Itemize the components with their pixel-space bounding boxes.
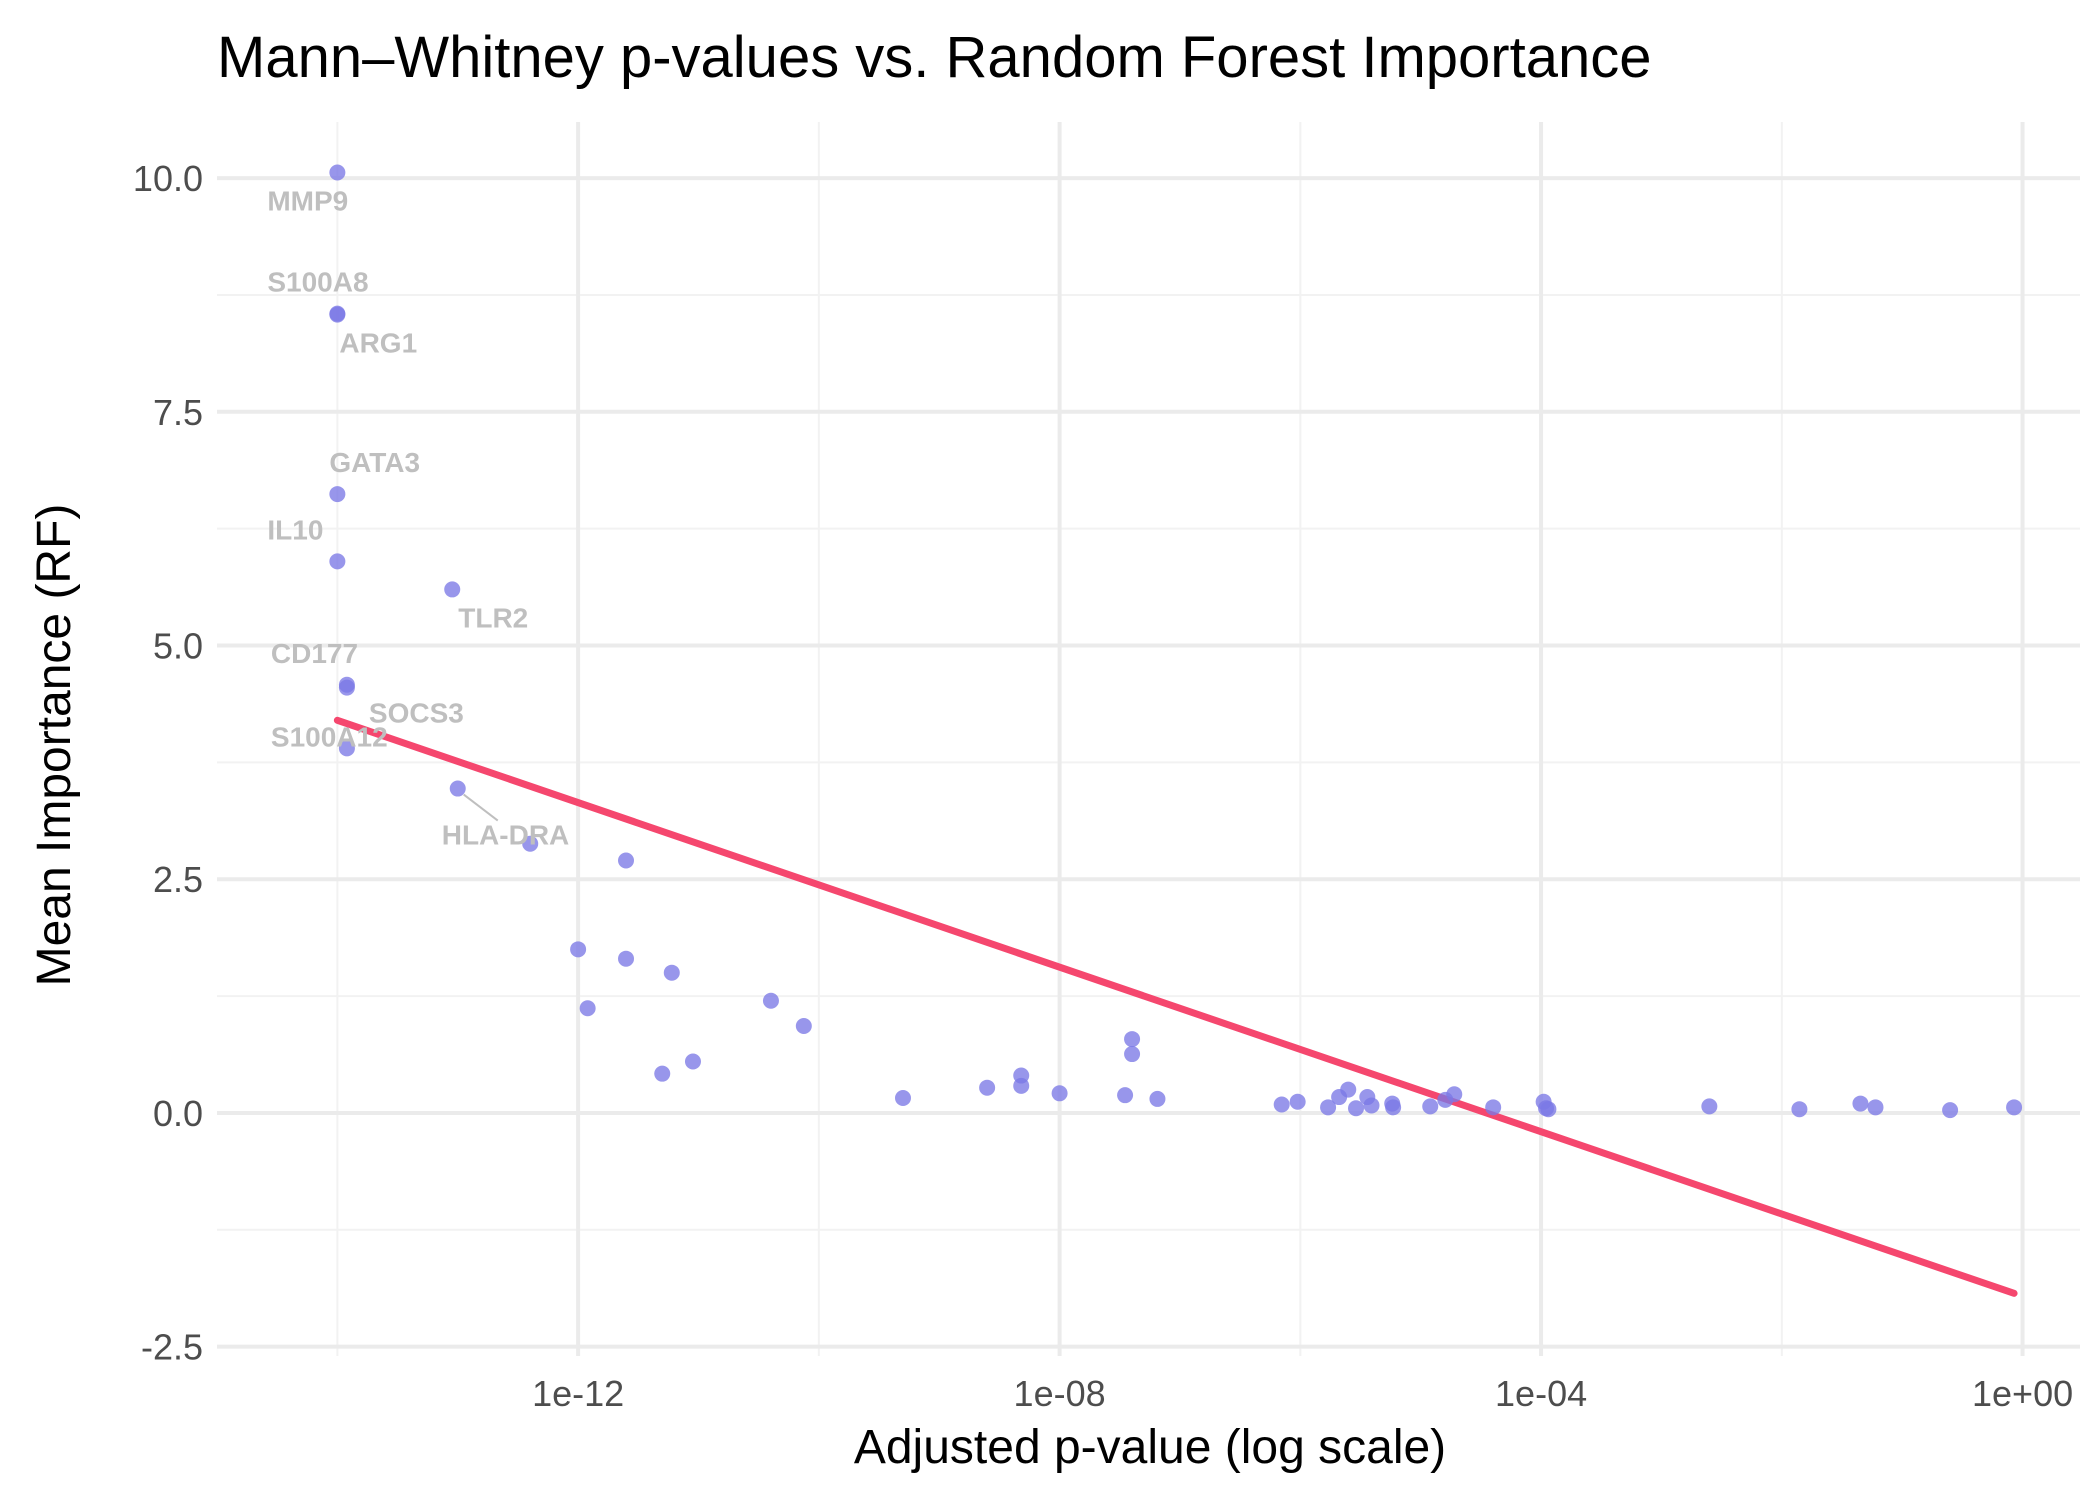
data-point (444, 581, 461, 598)
data-point (979, 1079, 996, 1096)
data-points (329, 164, 2023, 1119)
point-label: HLA-DRA (442, 820, 570, 851)
data-point (1942, 1102, 1959, 1119)
data-point (329, 553, 346, 570)
grid (217, 122, 2080, 1356)
data-point (1124, 1031, 1141, 1048)
data-point (1051, 1085, 1068, 1102)
y-tick-label: 10.0 (133, 158, 203, 199)
x-tick-label: 1e-12 (532, 1373, 624, 1414)
trend-line-group (333, 716, 2018, 1297)
data-point (329, 486, 346, 503)
x-tick-label: 1e-04 (1495, 1373, 1587, 1414)
data-point (1340, 1081, 1357, 1098)
point-label: MMP9 (267, 185, 348, 216)
data-point (1149, 1090, 1166, 1107)
data-point (618, 950, 635, 967)
data-point (570, 941, 587, 958)
label-connector (463, 793, 499, 822)
chart-title: Mann–Whitney p-values vs. Random Forest … (217, 25, 1652, 90)
data-point (618, 852, 635, 869)
y-tick-label: 5.0 (153, 626, 203, 667)
point-label: IL10 (267, 514, 323, 545)
data-point (1273, 1096, 1290, 1113)
data-point (1013, 1077, 1030, 1094)
point-label: GATA3 (329, 447, 420, 478)
point-label: CD177 (271, 638, 358, 669)
data-point (1540, 1101, 1557, 1118)
point-label: ARG1 (339, 328, 417, 359)
data-point (1289, 1093, 1306, 1110)
data-point (1446, 1086, 1463, 1103)
data-point (449, 780, 466, 797)
point-label: SOCS3 (369, 698, 464, 729)
data-point (654, 1065, 671, 1082)
data-point (338, 679, 355, 696)
data-point (1867, 1099, 1884, 1116)
data-point (1791, 1101, 1808, 1118)
data-point (329, 306, 346, 323)
data-point (1485, 1099, 1502, 1116)
data-point (2006, 1099, 2023, 1116)
data-point (1385, 1099, 1402, 1116)
point-labels: MMP9 S100A8 ARG1 GATA3 IL10 TLR2 CD177 SOCS3S10… (267, 185, 569, 850)
data-point (795, 1017, 812, 1034)
point-label: S100A8 (267, 267, 368, 298)
data-point (1852, 1095, 1869, 1112)
point-label: TLR2 (458, 602, 528, 633)
x-tick-label: 1e-08 (1014, 1373, 1106, 1414)
data-point (1348, 1100, 1365, 1117)
data-point (1422, 1098, 1439, 1115)
axis-ticks: 1e-12 1e-08 1e-04 1e+00 -2.5 0.0 2.5 5.0 7.5 10.0 (133, 158, 2073, 1414)
data-point (894, 1089, 911, 1106)
data-point (579, 1000, 596, 1017)
data-point (329, 164, 346, 181)
point-label: S100A12 (271, 721, 388, 752)
data-point (663, 964, 680, 981)
data-point (762, 992, 779, 1009)
data-point (522, 835, 539, 852)
data-point (1117, 1087, 1134, 1104)
data-point (684, 1053, 701, 1070)
y-axis-title: Mean Importance (RF) (28, 504, 81, 987)
data-point (338, 740, 355, 757)
data-point (1363, 1097, 1380, 1114)
x-tick-label: 1e+00 (1972, 1373, 2073, 1414)
y-tick-label: 7.5 (153, 392, 203, 433)
y-tick-label: 2.5 (153, 859, 203, 900)
x-axis-title: Adjusted p-value (log scale) (854, 1421, 1446, 1474)
data-point (1320, 1099, 1337, 1116)
data-point (1701, 1098, 1718, 1115)
y-tick-label: 0.0 (153, 1093, 203, 1134)
data-point (1124, 1046, 1141, 1063)
y-tick-label: -2.5 (141, 1327, 203, 1368)
trend-line (333, 716, 2018, 1297)
